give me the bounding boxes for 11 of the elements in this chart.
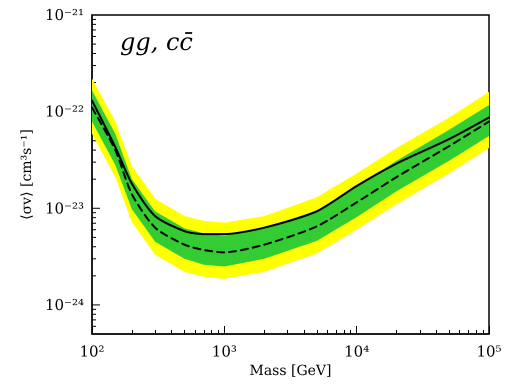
x-tick-label: 10³ — [212, 342, 237, 360]
x-tick-label: 10⁴ — [344, 342, 370, 360]
y-tick-label: 10⁻²⁴ — [44, 296, 84, 314]
x-tick-label: 10⁵ — [476, 342, 502, 360]
annotation: gg, cc̄ — [120, 28, 193, 56]
y-tick-label: 10⁻²³ — [44, 199, 84, 218]
x-tick-label: 10² — [79, 342, 105, 360]
y-tick-label: 10⁻²² — [44, 102, 84, 121]
x-axis-title: Mass [GeV] — [249, 363, 332, 379]
y-axis-title: ⟨σv⟩ [cm³s⁻¹] — [19, 129, 35, 220]
y-tick-label: 10⁻²¹ — [44, 6, 84, 24]
